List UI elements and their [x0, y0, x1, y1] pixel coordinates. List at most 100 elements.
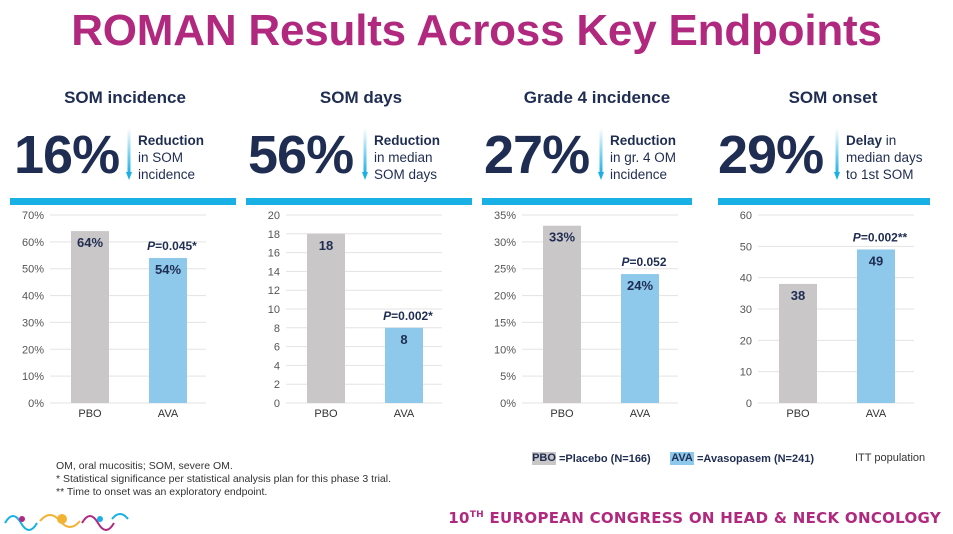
down-arrow-icon [598, 128, 604, 180]
y-tick-label: 15% [494, 317, 516, 329]
y-tick-label: 2 [274, 379, 280, 391]
panel-description: Reduction in median SOM days [374, 133, 440, 182]
x-tick-label: AVA [866, 408, 887, 420]
chart-som-days: 0 2 4 6 8 10 12 14 16 18 20 18 PBO 8 AVA P=0.002* [268, 210, 442, 420]
bar-value-label: 64% [77, 235, 103, 250]
bar-value-label: 54% [155, 262, 181, 277]
avasopasem-swatch: AVA [670, 452, 694, 465]
y-tick-label: 16 [268, 248, 280, 260]
y-tick-label: 30 [740, 304, 752, 316]
footnotes: OM, oral mucositis; SOM, severe OM. * St… [56, 460, 391, 499]
panel-grade4-incidence: Grade 4 incidence 27% Reduction in gr. 4 … [482, 0, 712, 430]
panel-description: Delay in median days to 1st SOM [846, 133, 923, 182]
y-tick-label: 0 [274, 398, 280, 410]
y-tick-label: 50% [22, 264, 44, 276]
big-value: 29% [718, 125, 824, 185]
big-value: 27% [484, 125, 590, 185]
panel-som-onset: SOM onset 29% Delay in median days to 1st … [718, 0, 948, 430]
bar-value-label: 24% [627, 278, 653, 293]
slide-title: ROMAN Results Across Key Endpoints [71, 6, 882, 55]
down-arrow-icon [126, 128, 132, 180]
bar-value-label: 8 [400, 332, 407, 347]
y-tick-label: 0 [746, 398, 752, 410]
placebo-swatch: PBO [532, 452, 556, 465]
y-tick-label: 10% [22, 371, 44, 383]
y-tick-label: 20 [268, 210, 280, 222]
population-note: ITT population [855, 452, 926, 464]
footnote: ** Time to onset was an exploratory endp… [56, 486, 268, 498]
panel-som-days: SOM days 56% Reduction in median SOM days … [246, 0, 476, 430]
y-tick-label: 30% [494, 237, 516, 249]
bar-ava [621, 274, 659, 403]
x-tick-label: PBO [78, 408, 102, 420]
y-tick-label: 10% [494, 344, 516, 356]
x-tick-label: AVA [630, 408, 651, 420]
p-value-annotation: P=0.002** [853, 230, 908, 244]
accent-line [482, 198, 692, 205]
bar-value-label: 18 [319, 238, 333, 253]
x-tick-label: AVA [158, 408, 179, 420]
bar-ava [857, 249, 895, 403]
bar-value-label: 33% [549, 230, 575, 245]
y-tick-label: 20 [740, 335, 752, 347]
decorative-ornament [4, 513, 129, 531]
accent-line [10, 198, 236, 205]
y-tick-label: 0% [28, 398, 44, 410]
x-tick-label: PBO [786, 408, 810, 420]
y-tick-label: 14 [268, 266, 280, 278]
y-tick-label: 10 [268, 304, 280, 316]
panel-heading: SOM days [319, 88, 403, 107]
y-tick-label: 25% [494, 264, 516, 276]
chart-grade4-incidence: 0% 5% 10% 15% 20% 25% 30% 35% 33% PBO 24% AVA P=0.05… [494, 210, 678, 420]
panel-heading: SOM onset [788, 88, 878, 107]
down-arrow-icon [362, 128, 368, 180]
bar-pbo [307, 233, 345, 403]
bar-value-label: 38 [791, 288, 805, 303]
x-tick-label: PBO [550, 408, 574, 420]
panel-heading: SOM incidence [64, 88, 186, 107]
y-tick-label: 8 [274, 323, 280, 335]
y-tick-label: 30% [22, 317, 44, 329]
bar-ava [149, 257, 187, 403]
footnote: * Statistical significance per statistic… [56, 473, 391, 485]
panel-heading: Grade 4 incidence [523, 88, 671, 107]
p-value-annotation: P=0.045* [147, 239, 197, 253]
down-arrow-icon [834, 128, 840, 180]
big-value: 16% [14, 125, 120, 185]
y-tick-label: 20% [22, 344, 44, 356]
chart-som-incidence: 0% 10% 20% 30% 40% 50% 60% 70% 64% PBO 54% AVA P=0.0… [22, 210, 206, 420]
x-tick-label: AVA [394, 408, 415, 420]
legend-label: =Avasopasem (N=241) [697, 452, 814, 465]
accent-line [718, 198, 930, 205]
y-tick-label: 18 [268, 229, 280, 241]
footnote: OM, oral mucositis; SOM, severe OM. [56, 460, 233, 472]
y-tick-label: 10 [740, 367, 752, 379]
legend-label: =Placebo (N=166) [559, 452, 651, 465]
y-tick-label: 40 [740, 273, 752, 285]
y-tick-label: 40% [22, 291, 44, 303]
y-tick-label: 0% [500, 398, 516, 410]
p-value-annotation: P=0.002* [383, 309, 433, 323]
y-tick-label: 60% [22, 237, 44, 249]
p-value-annotation: P=0.052 [621, 255, 666, 269]
congress-branding: 10TH EUROPEAN CONGRESS ON HEAD & NECK ON… [448, 509, 941, 527]
chart-som-onset: 0 10 20 30 40 50 60 38 PBO 49 AVA P=0.002** [740, 210, 914, 420]
y-tick-label: 12 [268, 285, 280, 297]
legend-avasopasem: AVA =Avasopasem (N=241) [670, 452, 814, 465]
panel-som-incidence: SOM incidence 16% Reduction in SOM inciden… [10, 0, 240, 430]
y-tick-label: 20% [494, 291, 516, 303]
legend-placebo: PBO =Placebo (N=166) [532, 452, 651, 465]
panel-description: Reduction in gr. 4 OM incidence [610, 133, 677, 182]
bar-pbo [779, 283, 817, 403]
bar-pbo [71, 231, 109, 403]
accent-line [246, 198, 472, 205]
bar-pbo [543, 225, 581, 403]
y-tick-label: 60 [740, 210, 752, 222]
bar-ava [385, 327, 423, 403]
y-tick-label: 35% [494, 210, 516, 222]
y-tick-label: 6 [274, 342, 280, 354]
y-tick-label: 70% [22, 210, 44, 222]
y-tick-label: 5% [500, 371, 516, 383]
y-tick-label: 4 [274, 360, 280, 372]
panel-description: Reduction in SOM incidence [138, 133, 204, 182]
